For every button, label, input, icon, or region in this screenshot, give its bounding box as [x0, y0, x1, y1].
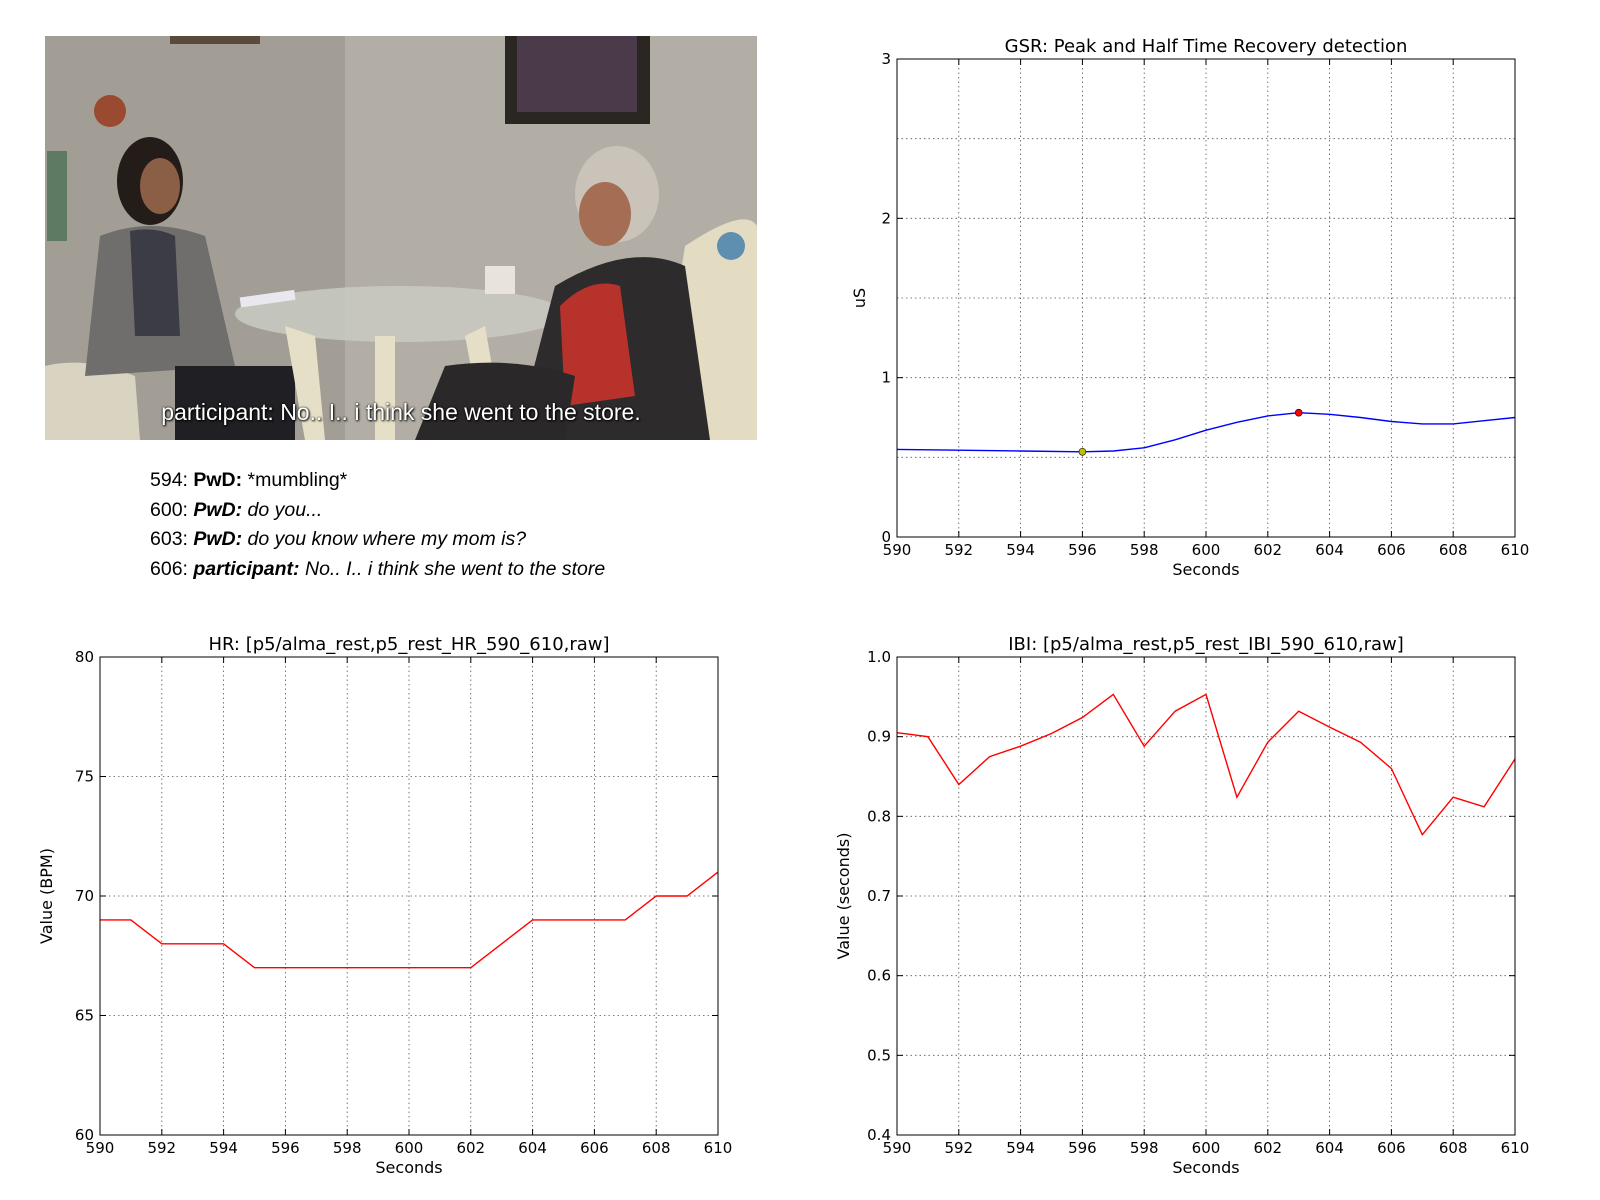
- video-frame: participant: No.. I.. i think she went t…: [45, 36, 757, 440]
- video-still: [45, 36, 757, 440]
- hr-plot-area: [100, 657, 718, 1135]
- gsr-x-tick-label: 608: [1439, 541, 1468, 559]
- ibi-y-tick-label: 1.0: [867, 648, 891, 666]
- ibi-x-tick-label: 610: [1501, 1139, 1530, 1157]
- hr-x-tick-label: 610: [704, 1139, 733, 1157]
- transcript-speaker: PwD:: [193, 498, 243, 521]
- gsr-x-tick-label: 610: [1501, 541, 1530, 559]
- ibi-y-tick-label: 0.5: [867, 1046, 891, 1064]
- ibi-x-tick-label: 600: [1192, 1139, 1221, 1157]
- ibi-chart-title: IBI: [p5/alma_rest,p5_rest_IBI_590_610,r…: [1008, 634, 1404, 655]
- ibi-y-axis-label: Value (seconds): [834, 833, 853, 960]
- ibi-x-tick-label: 606: [1377, 1139, 1406, 1157]
- hr-x-tick-label: 596: [271, 1139, 300, 1157]
- ibi-x-tick-label: 608: [1439, 1139, 1468, 1157]
- ibi-chart-group: 590 592 594 596 598 600 602 604 606 608 610 0.4 0.5 0…: [834, 634, 1529, 1177]
- hr-y-tick-label: 70: [75, 887, 94, 905]
- transcript-speaker: participant:: [193, 557, 300, 580]
- hr-x-tick-label: 598: [333, 1139, 362, 1157]
- gsr-chart-title: GSR: Peak and Half Time Recovery detecti…: [1005, 36, 1408, 57]
- ibi-y-tick-label: 0.6: [867, 967, 891, 985]
- gsr-marker-point: [1294, 408, 1303, 417]
- gsr-x-axis-label: Seconds: [1172, 560, 1239, 579]
- gsr-x-tick-label: 606: [1377, 541, 1406, 559]
- gsr-x-tick-label: 596: [1068, 541, 1097, 559]
- transcript-time: 600:: [150, 498, 188, 521]
- transcript-text: do you...: [242, 498, 323, 521]
- ibi-x-tick-label: 590: [883, 1139, 912, 1157]
- gsr-chart-group: 590 592 594 596 598 600 602 604 606 608 610 0 1 2 3 GSR…: [850, 36, 1529, 579]
- ibi-x-tick-label: 598: [1130, 1139, 1159, 1157]
- ibi-y-tick-label: 0.7: [867, 887, 891, 905]
- ibi-y-tick-label: 0.4: [867, 1126, 891, 1144]
- gsr-x-tick-label: 602: [1253, 541, 1282, 559]
- hr-plot-frame: [99, 656, 719, 1136]
- transcript-text: *mumbling*: [242, 469, 348, 491]
- ibi-plot-area: [897, 657, 1515, 1135]
- gsr-plot-area: [897, 59, 1515, 537]
- transcript-time: 594:: [150, 469, 188, 491]
- ibi-plot-frame: [896, 656, 1516, 1136]
- transcript-text: do you know where my mom is?: [242, 528, 527, 550]
- hr-y-tick-label: 75: [75, 768, 94, 786]
- hr-x-axis-label: Seconds: [375, 1158, 442, 1177]
- transcript: 594: PwD: *mumbling* 600: PwD: do you...…: [150, 466, 710, 584]
- hr-y-tick-label: 60: [75, 1126, 94, 1144]
- hr-x-tick-label: 608: [642, 1139, 671, 1157]
- gsr-marker-point: [1078, 447, 1087, 456]
- gsr-x-tick-label: 598: [1130, 541, 1159, 559]
- gsr-series-line: [896, 411, 1516, 453]
- hr-y-tick-label: 80: [75, 648, 94, 666]
- gsr-y-tick-label: 0: [881, 528, 891, 546]
- gsr-x-tick-label: 592: [944, 541, 973, 559]
- hr-chart-group: 590 592 594 596 598 600 602 604 606 608 610 60 65 70 7…: [37, 634, 732, 1177]
- transcript-text: No.. I.. i think she went to the store: [299, 557, 606, 580]
- gsr-x-tick-label: 590: [883, 541, 912, 559]
- transcript-speaker: PwD:: [193, 469, 243, 491]
- transcript-line: 600: PwD: do you...: [150, 496, 710, 526]
- transcript-line: 594: PwD: *mumbling*: [150, 466, 710, 496]
- hr-x-tick-label: 590: [86, 1139, 115, 1157]
- ibi-x-tick-label: 602: [1253, 1139, 1282, 1157]
- hr-y-tick-label: 65: [75, 1007, 94, 1025]
- ibi-series-line: [896, 693, 1516, 837]
- transcript-line: 606: participant: No.. I.. i think she w…: [150, 555, 710, 585]
- gsr-x-tick-label: 594: [1006, 541, 1035, 559]
- gsr-x-tick-label: 600: [1192, 541, 1221, 559]
- ibi-y-tick-label: 0.9: [867, 728, 891, 746]
- hr-x-tick-label: 600: [395, 1139, 424, 1157]
- hr-x-tick-label: 602: [456, 1139, 485, 1157]
- gsr-y-tick-label: 1: [881, 369, 891, 387]
- hr-x-tick-label: 606: [580, 1139, 609, 1157]
- gsr-x-tick-label: 604: [1315, 541, 1344, 559]
- gsr-y-tick-label: 2: [881, 209, 891, 227]
- ibi-x-tick-label: 596: [1068, 1139, 1097, 1157]
- ibi-y-tick-label: 0.8: [867, 807, 891, 825]
- transcript-time: 606:: [150, 557, 188, 580]
- hr-x-tick-label: 592: [147, 1139, 176, 1157]
- transcript-line: 603: PwD: do you know where my mom is?: [150, 525, 710, 555]
- gsr-plot-frame: [896, 58, 1516, 538]
- transcript-time: 603:: [150, 528, 188, 550]
- ibi-x-axis-label: Seconds: [1172, 1158, 1239, 1177]
- gsr-y-tick-label: 3: [881, 50, 891, 68]
- ibi-x-tick-label: 604: [1315, 1139, 1344, 1157]
- hr-y-axis-label: Value (BPM): [37, 848, 56, 944]
- gsr-y-axis-label: uS: [850, 288, 869, 308]
- transcript-speaker: PwD:: [193, 528, 243, 550]
- hr-chart-title: HR: [p5/alma_rest,p5_rest_HR_590_610,raw…: [208, 634, 609, 655]
- hr-series-line: [100, 871, 719, 969]
- hr-x-tick-label: 594: [209, 1139, 238, 1157]
- video-subtitle: participant: No.. I.. i think she went t…: [161, 399, 641, 425]
- ibi-x-tick-label: 594: [1006, 1139, 1035, 1157]
- ibi-x-tick-label: 592: [944, 1139, 973, 1157]
- hr-x-tick-label: 604: [518, 1139, 547, 1157]
